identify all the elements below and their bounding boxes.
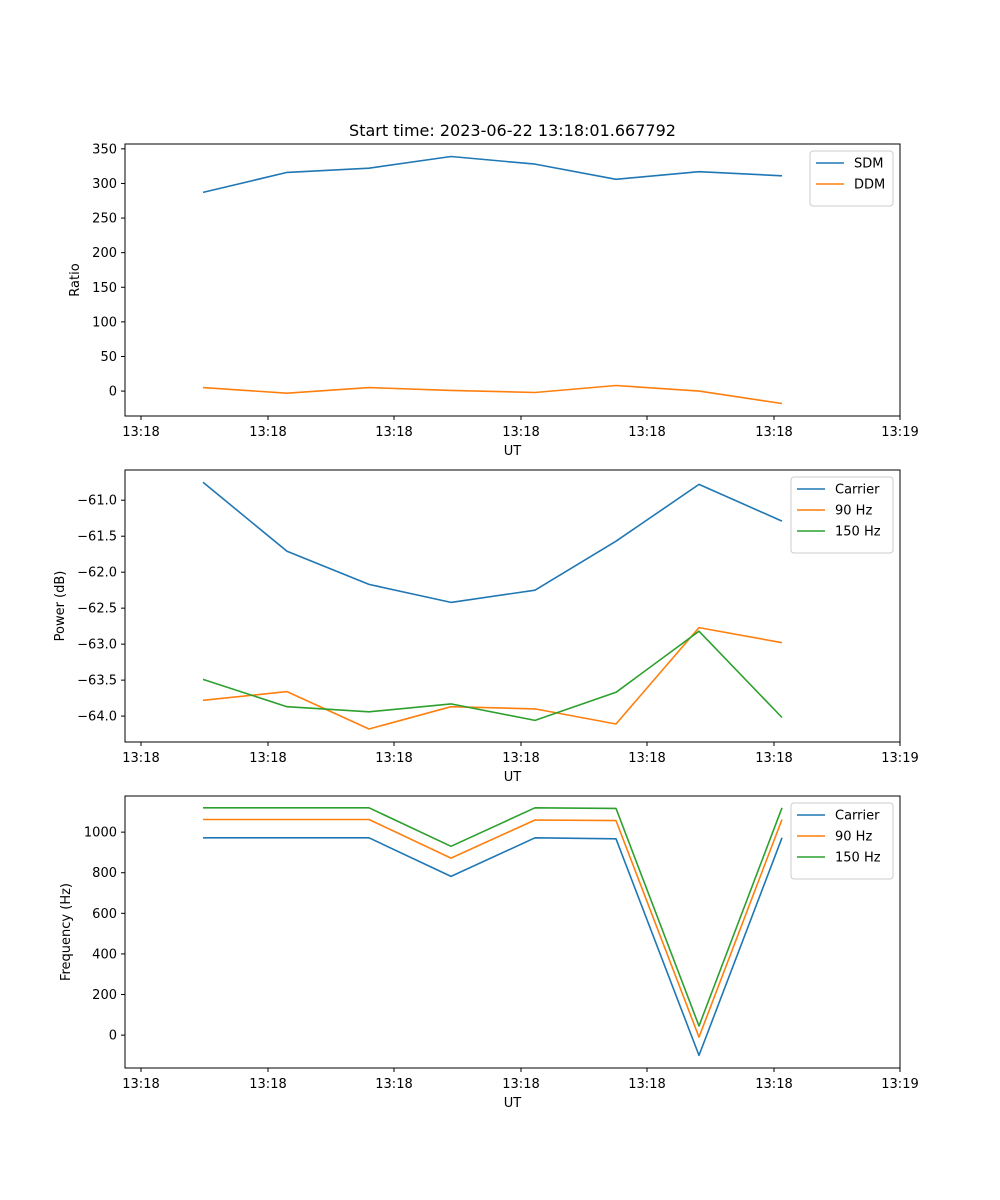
y-tick-label: −63.5 <box>77 674 117 689</box>
y-tick-label: 200 <box>92 246 117 261</box>
legend: Carrier 90 Hz 150 Hz <box>790 802 894 880</box>
legend-label: 150 Hz <box>835 851 881 866</box>
x-tick-label: 13:18 <box>122 751 159 766</box>
x-tick-label: 13:18 <box>122 425 159 440</box>
y-tick-label: −62.0 <box>77 566 117 581</box>
axes-frame <box>124 143 901 417</box>
legend-label: DDM <box>854 178 885 193</box>
subplot-1: Start time: 2023-06-22 13:18:01.667792 13… <box>68 121 919 459</box>
chart-title: Start time: 2023-06-22 13:18:01.667792 <box>349 121 676 140</box>
legend-label: 150 Hz <box>835 525 881 540</box>
x-tick-label: 13:19 <box>881 751 918 766</box>
y-tick-label: −63.0 <box>77 638 117 653</box>
x-tick-label: 13:18 <box>375 1077 412 1092</box>
y-tick-label: 1000 <box>84 826 117 841</box>
legend-box <box>790 802 894 880</box>
series-line-150-hz <box>203 806 783 1027</box>
legend-box <box>790 476 894 554</box>
x-axis-label: UT <box>504 444 522 459</box>
y-tick-label: 350 <box>92 142 117 157</box>
y-tick-label: 250 <box>92 212 117 227</box>
x-tick-label: 13:18 <box>628 1077 665 1092</box>
x-tick-label: 13:19 <box>881 425 918 440</box>
legend-label: Carrier <box>835 809 880 824</box>
x-tick-label: 13:18 <box>249 425 286 440</box>
x-tick-label: 13:18 <box>628 751 665 766</box>
x-tick-label: 13:18 <box>628 425 665 440</box>
x-tick-label: 13:18 <box>755 751 792 766</box>
x-tick-label: 13:18 <box>249 751 286 766</box>
x-tick-label: 13:18 <box>375 751 412 766</box>
series-line-90-hz <box>203 818 783 1038</box>
y-axis-label: Power (dB) <box>53 571 68 642</box>
axes-frame <box>124 469 901 743</box>
y-axis-label: Frequency (Hz) <box>59 883 74 981</box>
y-tick-label: 150 <box>92 281 117 296</box>
x-tick-label: 13:18 <box>375 425 412 440</box>
series-line-sdm <box>202 155 783 194</box>
x-tick-label: 13:18 <box>502 1077 539 1092</box>
x-tick-label: 13:18 <box>122 1077 159 1092</box>
y-axis-label: Ratio <box>68 263 83 296</box>
series-line-carrier <box>202 481 783 604</box>
x-tick-label: 13:19 <box>881 1077 918 1092</box>
y-tick-label: 100 <box>92 315 117 330</box>
x-tick-label: 13:18 <box>249 1077 286 1092</box>
subplot-3: 13:18 13:18 13:18 13:18 13:18 13:18 13:19 0 200 4… <box>59 795 919 1111</box>
x-tick-label: 13:18 <box>502 751 539 766</box>
legend-label: 90 Hz <box>835 830 872 845</box>
series-line-ddm <box>202 384 783 405</box>
subplot-2: 13:18 13:18 13:18 13:18 13:18 13:18 13:19 −64.0… <box>53 469 919 785</box>
x-axis-label: UT <box>504 770 522 785</box>
y-tick-label: 0 <box>109 1029 117 1044</box>
legend: Carrier 90 Hz 150 Hz <box>790 476 894 554</box>
y-tick-label: −61.0 <box>77 494 117 509</box>
legend-label: 90 Hz <box>835 504 872 519</box>
y-tick-label: 600 <box>92 907 117 922</box>
series-line-carrier <box>203 836 783 1057</box>
legend-label: SDM <box>854 157 883 172</box>
y-tick-label: 0 <box>109 385 117 400</box>
legend: SDM DDM <box>809 150 894 207</box>
x-tick-label: 13:18 <box>502 425 539 440</box>
y-tick-label: 300 <box>92 177 117 192</box>
legend-box <box>809 150 894 207</box>
series-line-90-hz <box>202 626 783 730</box>
series-line-150-hz <box>202 630 783 722</box>
x-tick-label: 13:18 <box>755 1077 792 1092</box>
x-tick-label: 13:18 <box>755 425 792 440</box>
y-tick-label: −62.5 <box>77 602 117 617</box>
y-tick-label: 200 <box>92 988 117 1003</box>
y-tick-label: −64.0 <box>77 710 117 725</box>
axes-frame <box>124 795 901 1069</box>
y-tick-label: 50 <box>100 350 117 365</box>
y-tick-label: 400 <box>92 947 117 962</box>
legend-label: Carrier <box>835 483 880 498</box>
y-tick-label: −61.5 <box>77 530 117 545</box>
y-tick-label: 800 <box>92 866 117 881</box>
x-axis-label: UT <box>504 1096 522 1111</box>
